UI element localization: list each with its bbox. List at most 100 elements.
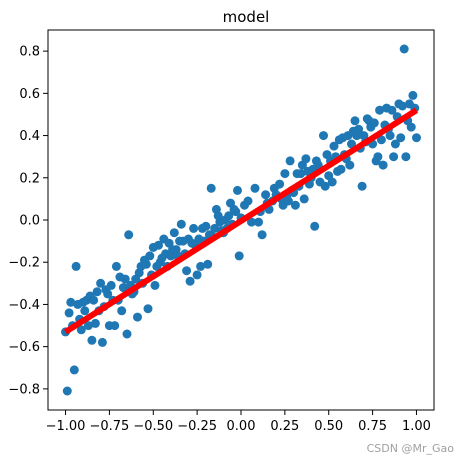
scatter-point [106, 280, 116, 290]
scatter-point [257, 230, 267, 240]
x-tick-label: 1.00 [402, 419, 431, 434]
y-tick-label: −0.4 [8, 298, 40, 313]
x-tick-label: −0.50 [133, 419, 173, 434]
plot-area [61, 44, 421, 396]
scatter-point [150, 280, 160, 290]
scatter-point [110, 321, 120, 331]
scatter-point [320, 181, 330, 191]
chart-title: model [223, 8, 270, 26]
scatter-point [80, 306, 90, 316]
y-tick-label: −0.8 [8, 382, 40, 397]
scatter-point [117, 306, 127, 316]
scatter-point [111, 261, 121, 271]
y-axis: −0.8 −0.6 −0.4 −0.2 0.0 0.2 0.4 0.6 0.8 [8, 45, 48, 397]
scatter-point [327, 177, 337, 187]
scatter-point [145, 251, 155, 261]
x-axis: −1.00 −0.75 −0.50 −0.25 0.00 0.25 0.50 0.75 1.00 [46, 410, 431, 434]
scatter-point [387, 105, 397, 115]
scatter-point [118, 283, 128, 293]
x-tick-label: 0.50 [314, 419, 343, 434]
scatter-point [369, 118, 379, 128]
scatter-point [390, 139, 400, 149]
scatter-point [141, 259, 151, 269]
scatter-point [176, 219, 186, 229]
scatter-point [345, 160, 355, 170]
scatter-point [122, 329, 132, 339]
scatter-point [203, 259, 213, 269]
scatter-point [89, 295, 99, 305]
scatter-point [401, 152, 411, 162]
y-tick-label: 0.6 [19, 87, 40, 102]
scatter-point [231, 207, 241, 217]
scatter-point [243, 196, 253, 206]
scatter-point [296, 169, 306, 179]
scatter-point [310, 221, 320, 231]
scatter-point [250, 183, 260, 193]
scatter-point [357, 181, 367, 191]
scatter-point [376, 135, 386, 145]
scatter-point [192, 270, 202, 280]
regression-line [63, 107, 419, 335]
scatter-point [154, 240, 163, 250]
scatter-point [261, 190, 271, 200]
scatter-point [375, 105, 385, 115]
scatter-point [196, 261, 206, 271]
scatter-point [201, 221, 211, 231]
y-tick-label: −0.2 [8, 256, 40, 271]
scatter-point [285, 156, 295, 166]
scatter-point [280, 169, 290, 179]
scatter-point [283, 196, 293, 206]
scatter-point [64, 308, 74, 318]
scatter-point [224, 211, 234, 221]
y-tick-label: 0.8 [19, 45, 40, 60]
scatter-point [350, 116, 360, 126]
scatter-point [124, 230, 134, 240]
scatter-point [120, 274, 130, 284]
y-tick-label: 0.4 [19, 129, 40, 144]
scatter-point [378, 160, 388, 170]
scatter-point [329, 141, 339, 151]
scatter-point [97, 337, 107, 347]
watermark-text: CSDN @Mr_Gao [367, 442, 455, 455]
scatter-point [254, 217, 263, 227]
scatter-point [412, 133, 421, 143]
scatter-point [396, 133, 406, 143]
x-tick-label: −1.00 [46, 419, 86, 434]
scatter-point [336, 164, 346, 174]
y-tick-label: 0.0 [19, 214, 40, 229]
scatter-point [290, 200, 300, 210]
scatter-point [247, 217, 256, 227]
scatter-point [319, 131, 328, 141]
scatter-point [233, 185, 242, 195]
scatter-point [385, 131, 395, 141]
scatter-point [354, 124, 364, 134]
x-tick-label: −0.25 [177, 419, 217, 434]
scatter-point [185, 276, 195, 286]
scatter-point [234, 251, 244, 261]
scatter-point [66, 297, 76, 307]
scatter-point [83, 321, 93, 331]
scatter-point [90, 318, 100, 328]
scatter-point [408, 90, 418, 100]
scatter-point [275, 179, 285, 189]
scatter-point [210, 223, 220, 233]
scatter-point [206, 183, 216, 193]
scatter-point [87, 335, 97, 345]
scatter-point [189, 223, 199, 233]
y-tick-label: 0.2 [19, 171, 40, 186]
scatter-point [299, 194, 309, 204]
scatter-point [397, 101, 407, 111]
scatter-point [143, 304, 153, 314]
x-tick-label: 0.25 [270, 419, 299, 434]
scatter-point [96, 278, 106, 288]
scatter-point [347, 139, 356, 149]
scatter-point [71, 261, 81, 271]
scatter-point [133, 312, 142, 322]
x-tick-label: −0.75 [89, 419, 129, 434]
scatter-point [103, 289, 113, 299]
y-tick-label: −0.6 [8, 340, 40, 355]
scatter-point [406, 122, 416, 132]
scatter-point [92, 287, 102, 297]
